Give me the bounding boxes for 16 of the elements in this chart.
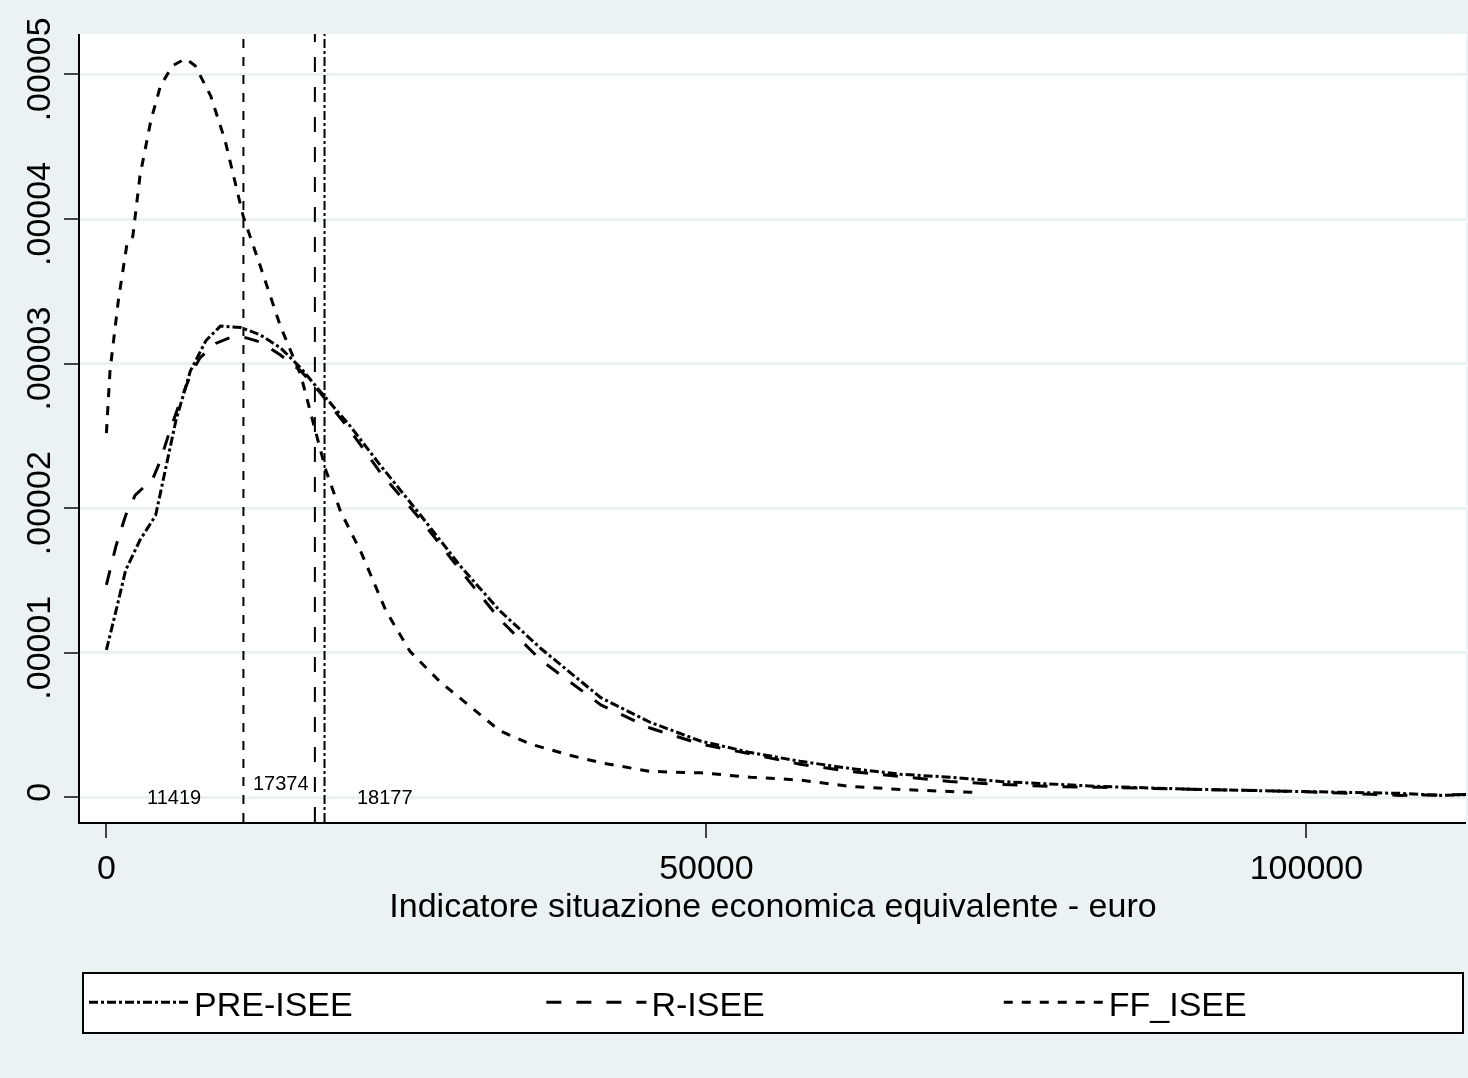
y-tick-label: .00004 [19, 161, 58, 266]
legend-label: R-ISEE [651, 984, 765, 1023]
x-axis-title: Indicatore situazione economica equivalente - euro [389, 885, 1157, 924]
y-tick-label: .00005 [19, 17, 58, 122]
x-tick-label: 50000 [659, 847, 754, 886]
ref-line-label: 11419 [147, 786, 202, 808]
y-tick-label: .00001 [19, 595, 58, 700]
x-tick-label: 100000 [1249, 847, 1364, 886]
y-tick-label: .00003 [19, 306, 58, 411]
ref-line-label: 17374 [253, 772, 309, 794]
y-tick-label: 0 [19, 782, 58, 802]
ref-line-label: 18177 [357, 786, 413, 808]
legend-label: PRE-ISEE [194, 984, 353, 1023]
y-tick-label: .00002 [19, 451, 58, 556]
x-tick-label: 0 [96, 847, 116, 886]
legend-label: FF_ISEE [1108, 984, 1247, 1023]
